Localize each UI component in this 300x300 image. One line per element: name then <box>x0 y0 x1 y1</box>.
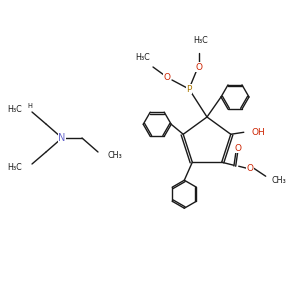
Text: H₃C: H₃C <box>7 163 22 172</box>
Text: H: H <box>28 103 32 109</box>
Text: P: P <box>186 85 192 94</box>
Text: O: O <box>196 62 202 71</box>
Text: N: N <box>58 133 66 143</box>
Text: H₃C: H₃C <box>7 104 22 113</box>
Text: OH: OH <box>252 128 266 137</box>
Text: O: O <box>164 73 170 82</box>
Text: O: O <box>234 144 241 153</box>
Text: CH₃: CH₃ <box>108 151 123 160</box>
Text: CH₃: CH₃ <box>272 176 286 185</box>
Text: H₃C: H₃C <box>136 53 150 62</box>
Text: H₃C: H₃C <box>194 36 208 45</box>
Text: O: O <box>246 164 253 173</box>
